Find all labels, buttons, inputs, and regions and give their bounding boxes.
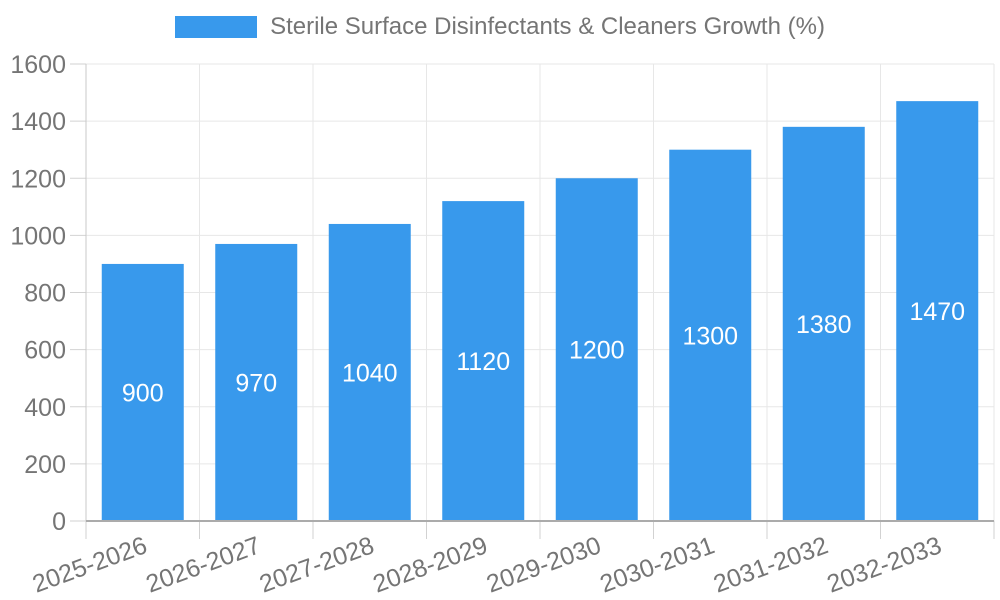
x-axis-tick-label: 2029-2030 bbox=[483, 531, 605, 598]
bar-value-label: 970 bbox=[235, 369, 277, 397]
y-axis-tick-label: 1200 bbox=[10, 165, 66, 193]
bar-value-label: 1040 bbox=[342, 359, 398, 387]
y-axis-tick-label: 1400 bbox=[10, 108, 66, 136]
bar bbox=[669, 149, 752, 521]
chart-legend[interactable]: Sterile Surface Disinfectants & Cleaners… bbox=[0, 13, 1000, 41]
bar-value-label: 1380 bbox=[796, 311, 852, 339]
x-axis-tick-label: 2030-2031 bbox=[596, 531, 718, 598]
bar bbox=[555, 178, 638, 521]
legend-label: Sterile Surface Disinfectants & Cleaners… bbox=[270, 13, 825, 40]
bar bbox=[101, 263, 184, 521]
x-axis-tick-label: 2026-2027 bbox=[142, 531, 264, 598]
y-axis-tick-label: 600 bbox=[24, 337, 66, 365]
x-axis-tick-label: 2027-2028 bbox=[256, 531, 378, 598]
y-axis-tick-label: 0 bbox=[52, 508, 66, 536]
bar bbox=[328, 223, 411, 521]
x-axis-tick-label: 2032-2033 bbox=[823, 531, 945, 598]
y-axis-tick-label: 400 bbox=[24, 394, 66, 422]
bar bbox=[442, 201, 525, 521]
bar bbox=[896, 101, 979, 521]
y-axis-tick-label: 200 bbox=[24, 451, 66, 479]
y-axis-tick-label: 800 bbox=[24, 280, 66, 308]
bar-value-label: 1300 bbox=[682, 322, 738, 350]
x-axis-tick-label: 2028-2029 bbox=[369, 531, 491, 598]
legend-swatch bbox=[175, 16, 258, 38]
bar bbox=[782, 126, 865, 522]
x-axis-tick-label: 2025-2026 bbox=[29, 531, 151, 598]
bar-value-label: 1200 bbox=[569, 337, 625, 365]
bar bbox=[215, 243, 298, 521]
bar-value-label: 1470 bbox=[909, 298, 965, 326]
bar-value-label: 900 bbox=[122, 379, 164, 407]
y-axis-tick-label: 1600 bbox=[10, 51, 66, 79]
x-axis-tick-label: 2031-2032 bbox=[710, 531, 832, 598]
y-axis-tick-label: 1000 bbox=[10, 222, 66, 250]
bar-value-label: 1120 bbox=[456, 348, 510, 376]
